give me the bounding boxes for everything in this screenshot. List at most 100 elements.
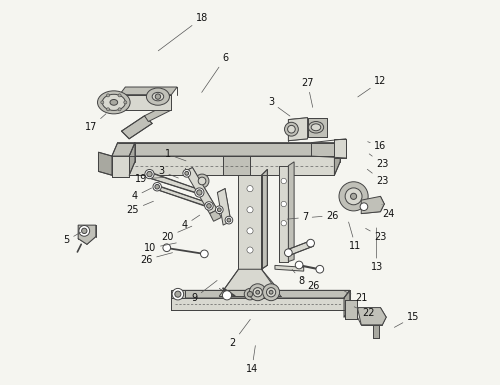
- Circle shape: [155, 184, 160, 189]
- Circle shape: [206, 204, 212, 208]
- Polygon shape: [223, 156, 250, 175]
- Circle shape: [195, 188, 204, 197]
- Polygon shape: [262, 169, 268, 269]
- Circle shape: [227, 218, 231, 222]
- Text: 16: 16: [368, 141, 386, 151]
- Circle shape: [247, 207, 253, 213]
- Text: 6: 6: [202, 53, 228, 92]
- Circle shape: [185, 171, 188, 175]
- Text: 19: 19: [134, 174, 165, 184]
- Polygon shape: [218, 189, 231, 225]
- Circle shape: [145, 169, 154, 179]
- Text: 24: 24: [382, 204, 394, 219]
- Circle shape: [198, 177, 206, 185]
- Circle shape: [288, 126, 296, 133]
- Text: 8: 8: [292, 270, 305, 286]
- Polygon shape: [122, 116, 152, 139]
- Circle shape: [216, 206, 223, 214]
- Text: 1: 1: [164, 149, 186, 161]
- Polygon shape: [279, 166, 288, 261]
- Circle shape: [118, 94, 121, 97]
- Circle shape: [196, 190, 202, 195]
- Ellipse shape: [308, 122, 324, 133]
- Polygon shape: [344, 290, 350, 317]
- Text: 20: 20: [162, 226, 192, 242]
- Circle shape: [155, 94, 160, 99]
- Circle shape: [316, 265, 324, 273]
- Circle shape: [360, 203, 368, 211]
- Text: 23: 23: [366, 228, 386, 242]
- Text: 17: 17: [84, 114, 106, 132]
- Circle shape: [284, 122, 298, 136]
- Circle shape: [195, 174, 209, 188]
- Polygon shape: [288, 162, 294, 261]
- Polygon shape: [345, 300, 358, 319]
- Circle shape: [225, 216, 232, 224]
- Polygon shape: [210, 210, 221, 221]
- Circle shape: [183, 169, 190, 177]
- Text: 25: 25: [126, 201, 154, 215]
- Text: 3: 3: [158, 166, 178, 178]
- Polygon shape: [373, 325, 378, 338]
- Circle shape: [82, 228, 87, 234]
- Polygon shape: [361, 196, 384, 214]
- Text: 26: 26: [302, 277, 320, 291]
- Text: 21: 21: [344, 291, 368, 303]
- Text: 7: 7: [288, 213, 308, 223]
- Circle shape: [222, 291, 232, 300]
- Text: 23: 23: [368, 169, 388, 186]
- Circle shape: [296, 261, 303, 269]
- Polygon shape: [172, 290, 350, 298]
- Polygon shape: [129, 142, 340, 156]
- Circle shape: [281, 201, 286, 207]
- Circle shape: [244, 288, 256, 300]
- Polygon shape: [286, 241, 314, 256]
- Polygon shape: [120, 95, 172, 110]
- Text: 22: 22: [354, 307, 375, 318]
- Polygon shape: [275, 265, 304, 271]
- Circle shape: [281, 221, 286, 226]
- Circle shape: [248, 291, 252, 297]
- Polygon shape: [185, 167, 218, 214]
- Polygon shape: [144, 104, 172, 122]
- Circle shape: [262, 284, 280, 301]
- Polygon shape: [112, 142, 135, 156]
- Polygon shape: [238, 175, 262, 269]
- Polygon shape: [334, 139, 346, 158]
- Text: 9: 9: [192, 281, 217, 303]
- Text: 3: 3: [268, 97, 290, 116]
- Circle shape: [350, 193, 356, 199]
- Polygon shape: [154, 185, 212, 208]
- Circle shape: [101, 101, 104, 104]
- Circle shape: [281, 178, 286, 184]
- Polygon shape: [112, 156, 129, 177]
- Text: 4: 4: [132, 188, 152, 201]
- Polygon shape: [172, 298, 344, 310]
- Polygon shape: [334, 142, 340, 175]
- Circle shape: [284, 249, 292, 256]
- Circle shape: [307, 239, 314, 247]
- Circle shape: [118, 108, 121, 111]
- Circle shape: [200, 250, 208, 258]
- Polygon shape: [78, 225, 96, 244]
- Circle shape: [339, 182, 368, 211]
- Polygon shape: [129, 142, 135, 175]
- Circle shape: [249, 284, 266, 301]
- Polygon shape: [129, 156, 334, 175]
- Ellipse shape: [152, 92, 164, 101]
- Circle shape: [345, 188, 362, 205]
- Text: 27: 27: [302, 78, 314, 107]
- Polygon shape: [146, 171, 202, 194]
- Circle shape: [204, 202, 213, 210]
- Ellipse shape: [102, 94, 126, 110]
- Circle shape: [153, 182, 162, 191]
- Polygon shape: [220, 269, 280, 296]
- Circle shape: [106, 94, 110, 97]
- Circle shape: [253, 288, 262, 297]
- Text: 13: 13: [370, 228, 382, 272]
- Circle shape: [79, 226, 90, 236]
- Text: 11: 11: [348, 222, 362, 251]
- Polygon shape: [358, 308, 386, 325]
- Text: 5: 5: [64, 232, 80, 246]
- Circle shape: [247, 228, 253, 234]
